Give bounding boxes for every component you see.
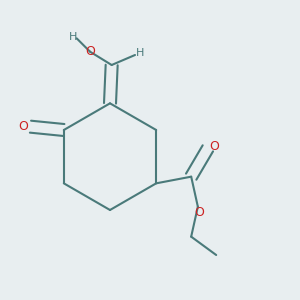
Text: O: O <box>210 140 220 153</box>
Text: O: O <box>195 206 205 219</box>
Text: O: O <box>18 120 28 133</box>
Text: H: H <box>69 32 77 42</box>
Text: O: O <box>85 45 95 58</box>
Text: H: H <box>136 48 144 58</box>
